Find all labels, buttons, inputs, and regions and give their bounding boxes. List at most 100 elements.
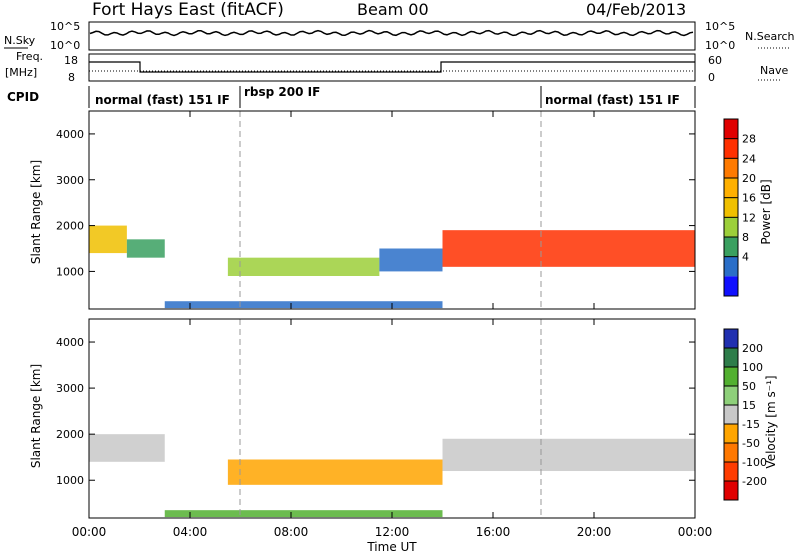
power-y-axis: 1000 2000 3000 4000	[56, 128, 695, 278]
colorbar-swatch	[724, 348, 738, 367]
nsearch-label: N.Search	[745, 30, 795, 43]
colorbar-tick-label: 20	[742, 172, 756, 185]
noise-panel: N.Sky 10^5 10^0 10^5 10^0 N.Search	[4, 20, 795, 52]
power-panel: 1000 2000 3000 4000 Slant Range [km]	[29, 110, 696, 310]
freq-trace	[89, 61, 695, 73]
nave-label: Nave	[760, 64, 788, 77]
colorbar-tick-label: 28	[742, 133, 756, 146]
y-tick-label: 4000	[56, 128, 84, 141]
y-tick-label: 3000	[56, 382, 84, 395]
freq-label-line2: [MHz]	[5, 66, 37, 79]
colorbar-swatch	[724, 481, 738, 500]
velocity-y-axis: 1000 2000 3000 4000	[56, 336, 695, 487]
velocity-colorbar: 200 100 50 15 -15 -50 -100 -200	[723, 328, 767, 501]
freq-tick-bottom: 8	[68, 71, 75, 84]
colorbar-tick-label: -15	[742, 418, 760, 431]
y-tick-label: 1000	[56, 474, 84, 487]
colorbar-tick-label: -50	[742, 437, 760, 450]
nsearch-tick-bottom: 10^0	[705, 39, 735, 52]
power-colorbar: 28 24 20 16 12 8 4	[723, 118, 756, 297]
colorbar-swatch	[724, 178, 738, 198]
x-axis-label: Time UT	[366, 540, 417, 554]
y-tick-label: 4000	[56, 336, 84, 349]
colorbar-tick-label: 24	[742, 152, 756, 165]
power-x-ticks	[88, 111, 696, 309]
colorbar-tick-label: 50	[742, 380, 756, 393]
noise-trace	[89, 29, 694, 37]
noise-tick-bottom: 10^0	[50, 39, 80, 52]
colorbar-swatch	[724, 424, 738, 443]
colorbar-swatch	[724, 462, 738, 481]
echo-band	[442, 438, 695, 472]
colorbar-swatch	[724, 276, 738, 296]
colorbar-swatch	[724, 329, 738, 348]
x-tick-label: 00:00	[678, 525, 713, 539]
power-echo-bands	[89, 225, 695, 309]
x-tick-label: 20:00	[577, 525, 612, 539]
colorbar-tick-label: 12	[742, 211, 756, 224]
station-title: Fort Hays East (fitACF)	[92, 0, 284, 20]
colorbar-tick-label: 200	[742, 342, 763, 355]
colorbar-tick-label: 15	[742, 399, 756, 412]
nsky-label: N.Sky	[4, 34, 36, 47]
colorbar-swatch	[724, 405, 738, 424]
cpid-segment-label: normal (fast) 151 IF	[95, 93, 230, 107]
velocity-x-ticks	[88, 319, 696, 518]
colorbar-tick-label: 100	[742, 361, 763, 374]
freq-label-line1: Freq.	[16, 50, 43, 63]
colorbar-swatch	[724, 138, 738, 159]
x-tick-label: 00:00	[72, 525, 107, 539]
y-tick-label: 2000	[56, 428, 84, 441]
colorbar-swatch	[724, 443, 738, 462]
cpid-label: CPID	[7, 90, 39, 104]
velocity-echo-bands	[89, 434, 695, 518]
x-tick-labels: 00:00 04:00 08:00 12:00 16:00 20:00 00:00	[72, 525, 713, 539]
velocity-panel: 1000 2000 3000 4000 Slant Range [km] 00:00 0…	[29, 318, 713, 554]
colorbar-swatch	[724, 158, 738, 178]
colorbar-tick-label: -100	[742, 456, 767, 469]
nave-tick-top: 60	[708, 54, 722, 67]
x-tick-label: 12:00	[375, 525, 410, 539]
cpid-segment-label: rbsp 200 IF	[244, 85, 320, 99]
echo-band	[442, 230, 695, 267]
noise-tick-top: 10^5	[50, 20, 80, 33]
freq-tick-top: 18	[64, 54, 78, 67]
colorbar-frame	[723, 328, 739, 501]
echo-band	[164, 301, 443, 309]
power-colorbar-title: Power [dB]	[759, 179, 773, 244]
velocity-colorbar-title: Velocity [m s⁻¹]	[764, 375, 778, 468]
colorbar-swatch	[724, 367, 738, 386]
cpid-row: CPID normal (fast) 151 IF rbsp 200 IF no…	[7, 85, 696, 108]
x-tick-label: 08:00	[274, 525, 309, 539]
echo-band	[126, 239, 165, 258]
colorbar-tick-label: 4	[742, 251, 749, 264]
noise-line	[89, 29, 694, 37]
echo-band	[227, 257, 380, 276]
echo-band	[379, 248, 443, 272]
nsearch-tick-top: 10^5	[705, 20, 735, 33]
colorbar-swatch	[724, 237, 738, 257]
echo-band	[164, 510, 443, 518]
x-tick-label: 04:00	[173, 525, 208, 539]
velocity-ylabel: Slant Range [km]	[29, 364, 43, 468]
echo-band	[89, 434, 165, 462]
colorbar-frame	[723, 118, 739, 297]
echo-band	[227, 459, 443, 485]
colorbar-tick-label: 8	[742, 231, 749, 244]
colorbar-tick-label: -200	[742, 475, 767, 488]
colorbar-swatch	[724, 386, 738, 405]
colorbar-swatch	[724, 197, 738, 218]
colorbar-swatch	[724, 256, 738, 277]
y-tick-label: 3000	[56, 174, 84, 187]
power-ylabel: Slant Range [km]	[29, 160, 43, 264]
beam-label: Beam 00	[357, 0, 429, 19]
date-label: 04/Feb/2013	[586, 0, 686, 19]
y-tick-label: 2000	[56, 220, 84, 233]
nave-tick-bottom: 0	[708, 71, 715, 84]
echo-band	[89, 225, 127, 254]
cpid-segment-label: normal (fast) 151 IF	[545, 93, 680, 107]
y-tick-label: 1000	[56, 265, 84, 278]
colorbar-tick-label: 16	[742, 192, 756, 205]
freq-panel: Freq. [MHz] 18 8 60 0 Nave	[5, 50, 788, 84]
